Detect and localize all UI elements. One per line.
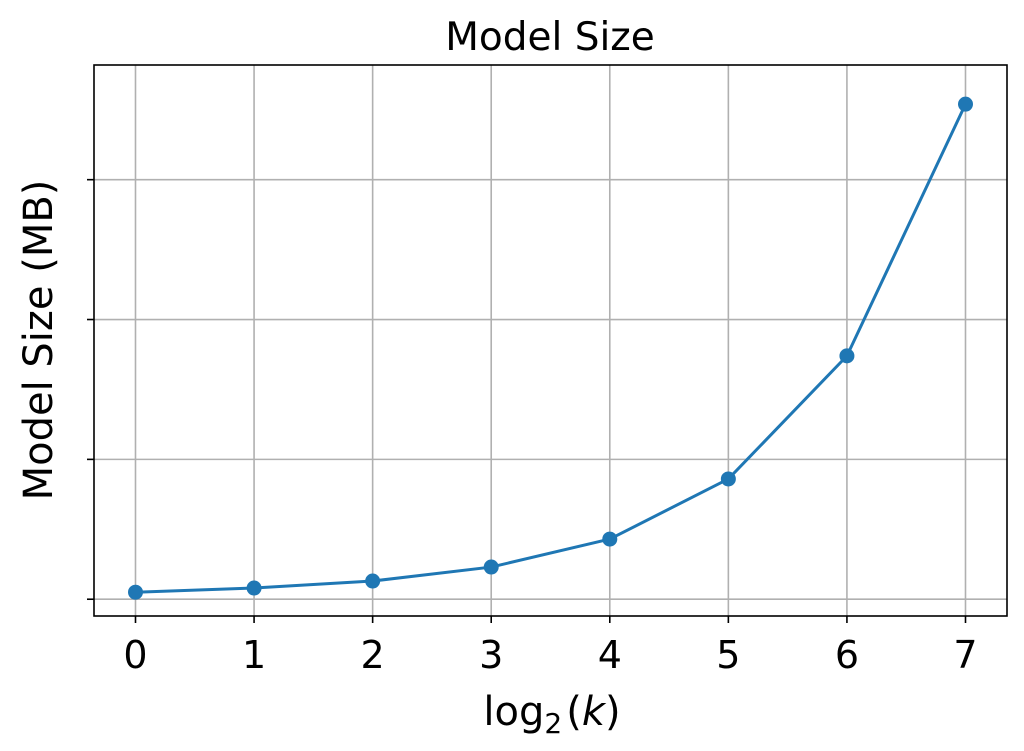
- x-tick-label: 2: [361, 633, 385, 677]
- data-point: [128, 584, 143, 600]
- data-point: [483, 559, 499, 575]
- x-tick-label: 7: [953, 633, 977, 677]
- chart-title: Model Size: [445, 15, 655, 60]
- x-axis-label-close: ): [605, 689, 621, 735]
- ticks: 0 1 2 3 4 5 6 7: [87, 178, 978, 677]
- series-line: [135, 103, 967, 594]
- x-tick-label: 6: [835, 633, 859, 677]
- data-point: [602, 531, 618, 547]
- x-axis-label-var: k: [582, 689, 607, 735]
- x-tick-label: 3: [479, 633, 503, 677]
- data-point: [839, 348, 855, 364]
- y-axis-label: Model Size (MB): [16, 180, 62, 501]
- x-axis-label-base: log: [483, 689, 544, 735]
- x-axis-label: log2 (k): [483, 689, 620, 740]
- x-tick-label: 0: [123, 633, 147, 677]
- series-layer: [128, 96, 973, 600]
- x-axis-label-open: (: [566, 689, 582, 735]
- x-tick-label: 1: [242, 633, 266, 677]
- x-axis-label-subscript: 2: [544, 707, 562, 740]
- grid: [94, 65, 1007, 616]
- data-point: [720, 471, 736, 487]
- x-tick-label: 5: [716, 633, 740, 677]
- data-point: [365, 573, 381, 589]
- x-tick-label: 4: [598, 633, 622, 677]
- data-point: [958, 96, 973, 112]
- data-point: [246, 580, 262, 596]
- plot-frame: [93, 64, 1008, 617]
